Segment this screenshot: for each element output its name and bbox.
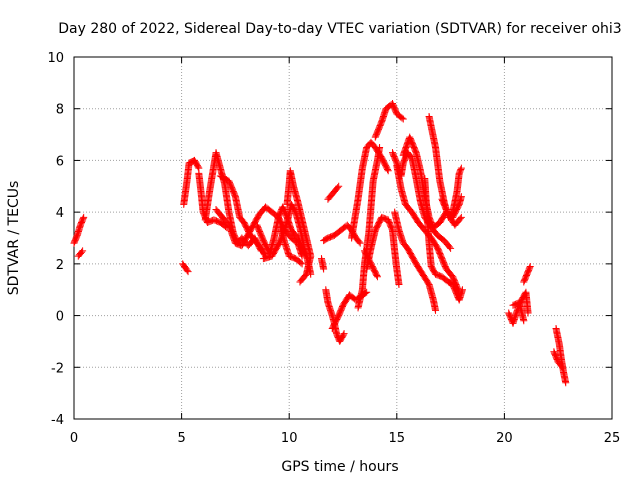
y-tick-label: 8 bbox=[56, 103, 64, 118]
y-tick-label: 10 bbox=[47, 51, 64, 66]
y-tick-label: -2 bbox=[51, 361, 64, 376]
data-point bbox=[524, 309, 532, 317]
data-point bbox=[395, 281, 403, 289]
data-point bbox=[339, 331, 347, 339]
axis-ticks bbox=[73, 56, 613, 420]
data-point bbox=[296, 278, 304, 286]
x-tick-label: 0 bbox=[70, 431, 78, 446]
data-point bbox=[373, 273, 381, 281]
y-tick-label: 6 bbox=[56, 154, 64, 169]
data-point bbox=[362, 289, 370, 297]
data-point bbox=[559, 363, 567, 371]
x-tick-label: 25 bbox=[604, 431, 621, 446]
data-point bbox=[526, 262, 534, 270]
data-point bbox=[446, 243, 454, 251]
data-point bbox=[335, 182, 343, 190]
data-point bbox=[355, 238, 363, 246]
data-point bbox=[399, 115, 407, 123]
y-tick-label: 0 bbox=[56, 310, 64, 325]
data-point bbox=[297, 259, 305, 267]
data-point bbox=[298, 260, 306, 268]
y-tick-labels: -4 -2 0 2 4 6 8 10 bbox=[47, 51, 64, 428]
data-point bbox=[457, 165, 465, 173]
data-point bbox=[373, 271, 381, 279]
data-point bbox=[334, 184, 342, 192]
data-point bbox=[384, 165, 392, 173]
data-point bbox=[183, 266, 191, 274]
data-point bbox=[562, 379, 570, 387]
x-tick-label: 15 bbox=[389, 431, 406, 446]
data-point bbox=[457, 213, 465, 221]
data-point bbox=[457, 164, 465, 172]
data-point bbox=[384, 167, 392, 175]
data-point bbox=[356, 239, 364, 247]
x-tick-label: 20 bbox=[496, 431, 513, 446]
data-point bbox=[458, 286, 466, 294]
grid-lines bbox=[74, 57, 612, 419]
chart-title: Day 280 of 2022, Sidereal Day-to-day VTE… bbox=[58, 21, 621, 37]
plot-frame bbox=[73, 56, 613, 420]
data-point bbox=[79, 215, 87, 223]
data-point bbox=[184, 268, 192, 276]
x-tick-labels: 0 5 10 15 20 25 bbox=[70, 431, 620, 446]
data-point bbox=[520, 317, 528, 325]
data-point bbox=[340, 330, 348, 338]
data-point bbox=[432, 306, 440, 314]
y-tick-label: 2 bbox=[56, 258, 64, 273]
x-axis-label: GPS time / hours bbox=[281, 459, 398, 475]
data-point bbox=[78, 248, 86, 256]
data-point bbox=[398, 114, 406, 122]
x-tick-label: 10 bbox=[281, 431, 298, 446]
y-tick-label: 4 bbox=[56, 206, 64, 221]
data-point bbox=[297, 277, 305, 285]
data-point bbox=[320, 265, 328, 273]
data-point bbox=[79, 247, 87, 255]
data-point bbox=[557, 362, 565, 370]
data-point bbox=[526, 264, 534, 272]
data-point bbox=[194, 163, 202, 171]
y-axis-label: SDTVAR / TECUs bbox=[6, 181, 22, 296]
y-tick-label: -4 bbox=[51, 413, 64, 428]
data-point bbox=[456, 215, 464, 223]
data-point bbox=[447, 244, 455, 252]
data-point bbox=[80, 213, 88, 221]
data-points bbox=[70, 100, 570, 387]
x-tick-label: 5 bbox=[177, 431, 185, 446]
